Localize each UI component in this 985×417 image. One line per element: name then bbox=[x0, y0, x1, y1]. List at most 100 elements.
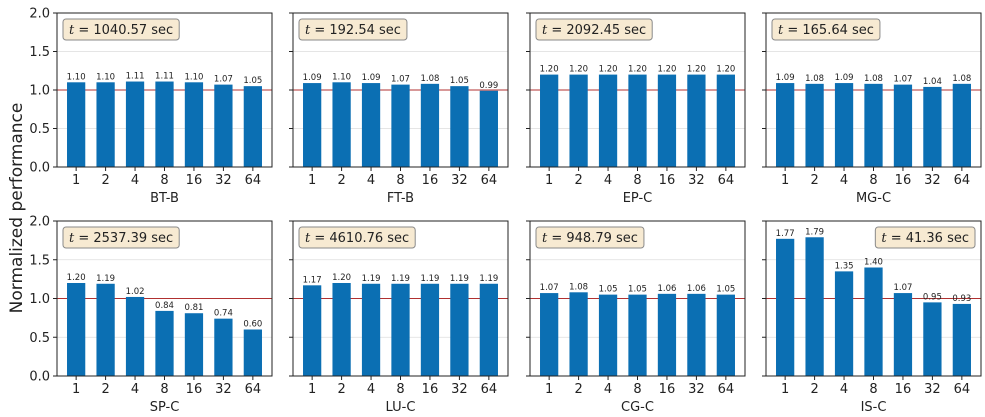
x-tick-label: 4 bbox=[840, 382, 848, 397]
x-tick-label: 64 bbox=[481, 382, 498, 397]
bar-value-label: 1.04 bbox=[923, 77, 942, 87]
x-tick-label: 16 bbox=[895, 382, 912, 397]
bar bbox=[776, 83, 795, 167]
x-axis-label: SP-C bbox=[150, 400, 180, 415]
x-tick-label: 32 bbox=[451, 173, 468, 188]
bar bbox=[598, 294, 618, 376]
bar-value-label: 1.07 bbox=[214, 75, 233, 85]
time-annotation: t = 41.36 sec bbox=[881, 231, 969, 246]
x-tick-label: 1 bbox=[308, 173, 316, 188]
x-tick-label: 16 bbox=[422, 382, 439, 397]
x-tick-label: 8 bbox=[396, 382, 404, 397]
bar-value-label: 1.06 bbox=[657, 284, 676, 294]
panel-ft-b: 1.09 1 1.10 2 1.09 4 1.07 8 1.08 16 1.05 32 0.99 64 FT… bbox=[289, 12, 509, 206]
bar bbox=[805, 237, 824, 376]
bar bbox=[184, 313, 204, 376]
bar bbox=[834, 83, 854, 167]
bar-value-label: 0.93 bbox=[952, 294, 971, 304]
x-tick-label: 8 bbox=[160, 382, 168, 397]
bar bbox=[214, 84, 233, 167]
bar bbox=[303, 83, 322, 167]
bar-value-label: 1.17 bbox=[303, 275, 322, 285]
bar bbox=[361, 283, 381, 376]
bar-value-label: 1.06 bbox=[687, 284, 706, 294]
bar bbox=[569, 292, 588, 376]
x-tick-label: 2 bbox=[337, 173, 345, 188]
x-tick-label: 32 bbox=[215, 382, 232, 397]
bar bbox=[864, 267, 883, 376]
bar bbox=[864, 83, 883, 167]
bar-value-label: 1.20 bbox=[687, 65, 706, 75]
y-tick-label: 1.0 bbox=[29, 84, 50, 99]
x-tick-label: 1 bbox=[72, 173, 80, 188]
x-tick-label: 1 bbox=[72, 382, 80, 397]
bar-value-label: 1.20 bbox=[599, 65, 618, 75]
y-tick-label: 0.5 bbox=[29, 122, 50, 137]
bar-value-label: 1.20 bbox=[540, 65, 559, 75]
bar-value-label: 1.09 bbox=[362, 73, 381, 83]
bar bbox=[687, 74, 706, 167]
time-annotation-box bbox=[874, 226, 976, 249]
x-tick-label: 32 bbox=[924, 382, 941, 397]
x-tick-label: 64 bbox=[245, 382, 262, 397]
x-tick-label: 8 bbox=[160, 173, 168, 188]
x-tick-label: 32 bbox=[688, 173, 705, 188]
x-tick-label: 4 bbox=[131, 382, 139, 397]
x-tick-label: 4 bbox=[604, 173, 612, 188]
panels: 1.10 1 1.10 2 1.11 4 1.11 8 1.10 16 1.07 32 1.05 64 0.… bbox=[29, 7, 982, 415]
x-tick-label: 1 bbox=[781, 382, 789, 397]
bar-value-label: 1.10 bbox=[332, 72, 351, 82]
y-tick-label: 2.0 bbox=[29, 7, 50, 22]
bar-value-label: 1.08 bbox=[805, 74, 824, 84]
bar bbox=[776, 238, 795, 376]
bar-value-label: 1.05 bbox=[599, 285, 618, 295]
bar bbox=[243, 329, 262, 376]
x-axis-label: BT-B bbox=[150, 191, 179, 206]
bar-value-label: 0.60 bbox=[243, 320, 262, 330]
bar-value-label: 1.20 bbox=[716, 65, 735, 75]
bar bbox=[657, 293, 677, 376]
bar bbox=[67, 82, 86, 167]
x-tick-label: 32 bbox=[215, 173, 232, 188]
x-tick-label: 4 bbox=[367, 173, 375, 188]
bar-value-label: 1.20 bbox=[332, 273, 351, 283]
bar bbox=[361, 83, 381, 167]
bar bbox=[657, 74, 677, 167]
x-tick-label: 8 bbox=[869, 173, 877, 188]
bar bbox=[628, 294, 647, 376]
x-tick-label: 16 bbox=[659, 173, 676, 188]
y-tick-label: 2.0 bbox=[29, 215, 50, 230]
y-tick-label: 0.5 bbox=[29, 331, 50, 346]
time-annotation-box bbox=[62, 18, 180, 41]
bar bbox=[893, 84, 913, 167]
bar-value-label: 1.20 bbox=[569, 65, 588, 75]
y-tick-label: 0.0 bbox=[29, 161, 50, 176]
bar-value-label: 1.09 bbox=[776, 73, 795, 83]
bar-value-label: 1.19 bbox=[391, 274, 410, 284]
time-annotation: t = 2092.45 sec bbox=[542, 23, 646, 38]
bar-value-label: 1.20 bbox=[67, 273, 86, 283]
bar-value-label: 1.08 bbox=[569, 282, 588, 292]
bar bbox=[598, 74, 618, 167]
y-tick-label: 1.5 bbox=[29, 45, 50, 60]
x-axis-label: LU-C bbox=[386, 400, 416, 415]
bar-value-label: 0.84 bbox=[155, 301, 174, 311]
x-tick-label: 8 bbox=[869, 382, 877, 397]
x-tick-label: 64 bbox=[718, 382, 735, 397]
bar bbox=[479, 283, 498, 376]
x-axis-label: IS-C bbox=[861, 400, 887, 415]
bar bbox=[155, 81, 174, 167]
bar-value-label: 1.07 bbox=[893, 75, 912, 85]
bar-value-label: 0.74 bbox=[214, 309, 233, 319]
bar bbox=[155, 310, 174, 376]
bar bbox=[420, 83, 440, 167]
bar-value-label: 0.95 bbox=[923, 292, 942, 302]
bar-value-label: 1.19 bbox=[450, 274, 469, 284]
bar-value-label: 0.81 bbox=[184, 303, 203, 313]
bar-value-label: 1.09 bbox=[835, 73, 854, 83]
bar bbox=[716, 294, 735, 376]
x-tick-label: 32 bbox=[924, 173, 941, 188]
bar-value-label: 1.08 bbox=[952, 74, 971, 84]
x-tick-label: 4 bbox=[604, 382, 612, 397]
